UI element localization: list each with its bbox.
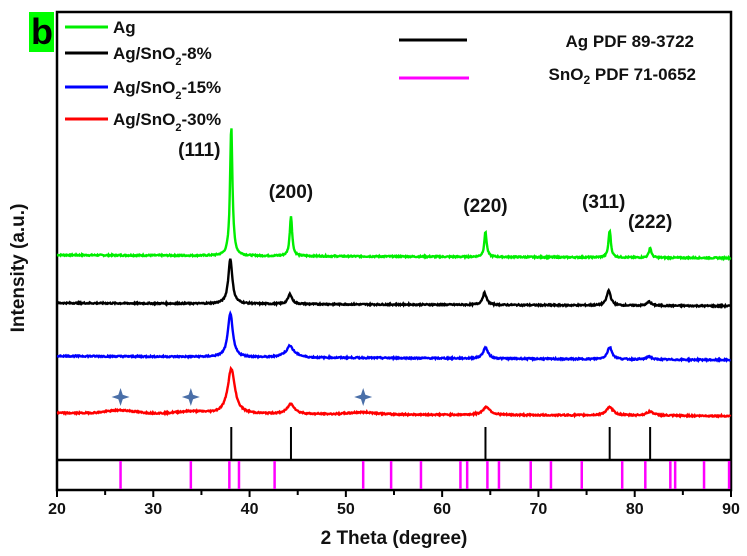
legend-label: Ag/SnO2-15% — [113, 78, 221, 102]
y-axis-title: Intensity (a.u.) — [8, 204, 29, 333]
panel-label-bg — [29, 12, 54, 52]
legend-label: Ag PDF 89-3722 — [566, 32, 695, 51]
xrd-curves — [56, 128, 732, 419]
x-tick-label: 50 — [337, 501, 355, 518]
x-axis: 20 30 40 50 60 70 80 90 — [48, 490, 740, 518]
legend-label: SnO2 PDF 71-0652 — [549, 65, 696, 87]
series-line-3 — [56, 365, 732, 419]
hkl-label: (200) — [269, 182, 313, 203]
hkl-label: (220) — [463, 196, 507, 217]
x-tick-label: 40 — [241, 501, 259, 518]
x-tick-label: 30 — [144, 501, 162, 518]
star-marker — [181, 388, 200, 406]
reference-lines — [119, 427, 731, 489]
legend-label: Ag — [113, 18, 136, 37]
legend-label: Ag/SnO2-30% — [113, 110, 221, 134]
hkl-label: (222) — [628, 212, 672, 233]
x-tick-label: 90 — [722, 501, 740, 518]
x-tick-label: 20 — [48, 501, 66, 518]
legend-item-ag-sno2-30: Ag/SnO2-30% — [65, 110, 221, 134]
legend-ref-sno2: SnO2 PDF 71-0652 — [399, 65, 696, 87]
star-marker — [111, 388, 130, 406]
legend-series: Ag Ag/SnO2-8% Ag/SnO2-15% Ag/SnO2-30% — [65, 18, 221, 134]
legend-references: Ag PDF 89-3722 SnO2 PDF 71-0652 — [399, 32, 696, 87]
legend-ref-ag: Ag PDF 89-3722 — [399, 32, 694, 51]
hkl-annotations: (111) (200) (220) (311)(222) — [178, 140, 672, 233]
hkl-label: (311) — [582, 192, 625, 213]
star-marker — [354, 388, 373, 406]
series-line-0 — [56, 128, 732, 262]
legend-label: Ag/SnO2-8% — [113, 44, 212, 68]
legend-item-ag: Ag — [65, 18, 136, 37]
panel-label: b — [31, 11, 53, 52]
x-tick-label: 60 — [433, 501, 451, 518]
x-axis-title: 2 Theta (degree) — [321, 528, 468, 549]
series-line-1 — [56, 258, 732, 309]
legend-item-ag-sno2-8: Ag/SnO2-8% — [65, 44, 212, 68]
legend-item-ag-sno2-15: Ag/SnO2-15% — [65, 78, 221, 102]
series-line-2 — [56, 310, 731, 364]
hkl-label: (111) — [178, 140, 220, 161]
x-tick-label: 80 — [626, 501, 644, 518]
x-tick-label: 70 — [530, 501, 548, 518]
sno2-star-markers — [111, 388, 373, 406]
